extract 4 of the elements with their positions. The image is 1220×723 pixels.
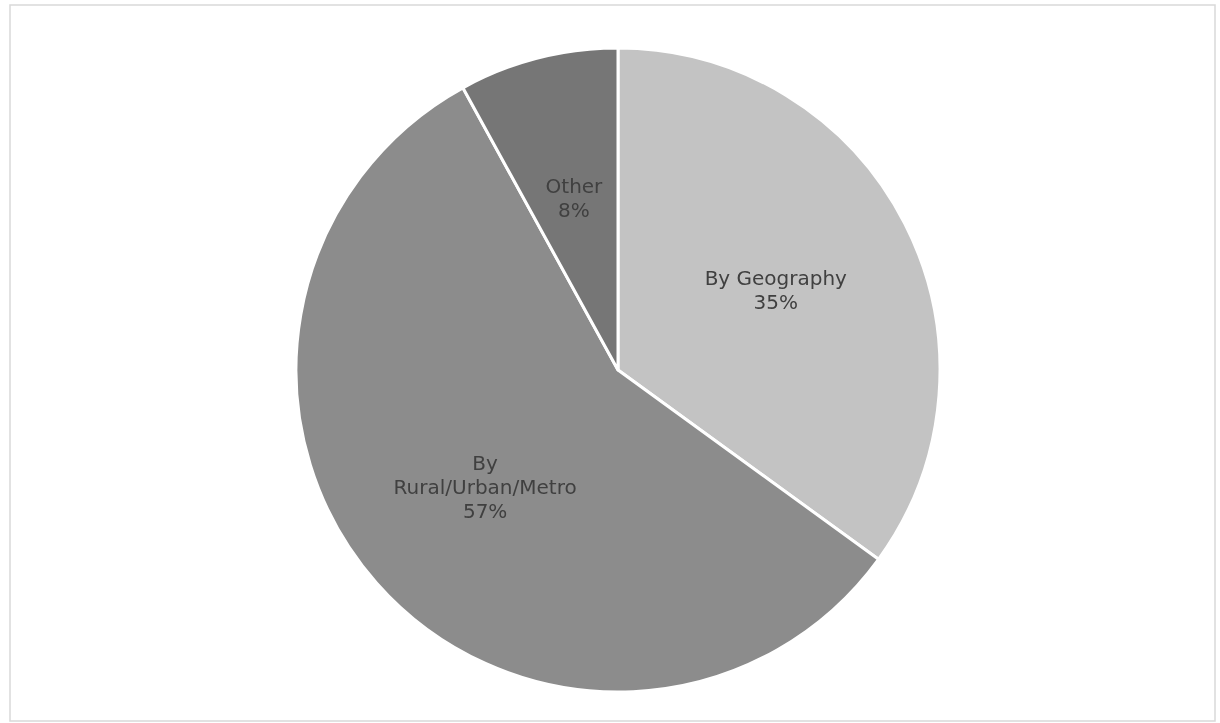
data-label: 35% <box>753 289 799 314</box>
slice-label: By Geography <box>704 265 848 290</box>
data-label: 57% <box>462 499 508 524</box>
slice-label: By Rural/Urban/Metro <box>393 451 577 500</box>
